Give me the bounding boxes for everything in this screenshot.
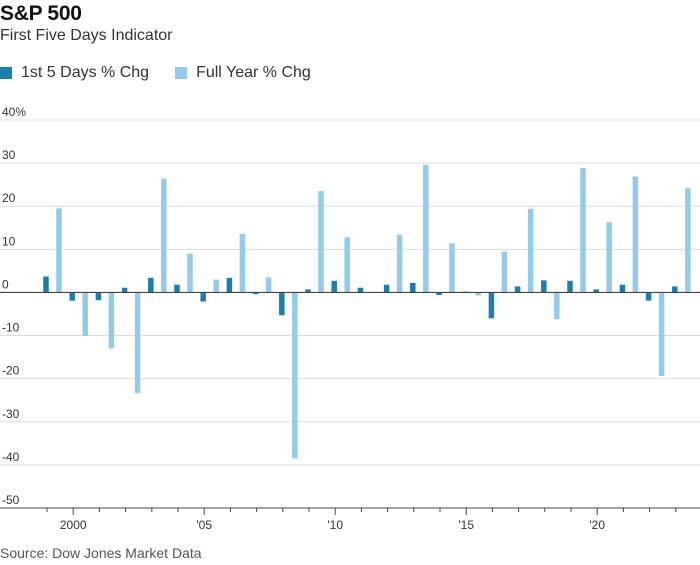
bar-first5 xyxy=(252,292,259,295)
bar-full-year xyxy=(606,222,612,293)
y-tick-label: -40 xyxy=(2,450,20,464)
y-tick-label: -20 xyxy=(2,364,20,378)
legend-label-full-year: Full Year % Chg xyxy=(196,64,311,81)
bar-full-year xyxy=(56,208,62,293)
bar-full-year xyxy=(134,292,141,394)
bar-first5 xyxy=(436,292,442,296)
bar-full-year xyxy=(292,292,298,459)
bar-first5 xyxy=(645,292,652,301)
y-tick-label: -30 xyxy=(2,407,20,421)
bar-first5 xyxy=(357,287,364,293)
bar-first5 xyxy=(593,289,599,293)
bar-full-year xyxy=(554,292,560,320)
bar-first5 xyxy=(619,284,626,293)
bar-full-year xyxy=(344,237,350,293)
y-tick-label: -50 xyxy=(2,493,20,507)
x-tick-label: '20 xyxy=(589,518,605,532)
bar-full-year xyxy=(239,233,246,293)
x-tick-label: '15 xyxy=(458,518,474,532)
bar-full-year xyxy=(108,292,115,349)
bar-full-year xyxy=(318,191,324,293)
bar-first5 xyxy=(567,280,573,293)
bar-first5 xyxy=(69,292,75,301)
bar-full-year xyxy=(423,164,429,293)
bar-first5 xyxy=(95,292,102,301)
bar-full-year xyxy=(580,167,586,293)
bar-full-year xyxy=(213,279,219,293)
bar-first5 xyxy=(410,282,416,293)
bar-full-year xyxy=(501,251,508,293)
bar-first5 xyxy=(43,276,49,293)
bar-full-year xyxy=(658,292,665,377)
legend-item-full-year: Full Year % Chg xyxy=(175,64,311,82)
legend-swatch-full-year xyxy=(175,67,188,79)
bar-first5 xyxy=(226,277,233,293)
chart-subtitle: First Five Days Indicator xyxy=(0,27,173,44)
bar-first5 xyxy=(305,289,311,293)
bar-full-year xyxy=(265,277,272,293)
legend-label-first5: 1st 5 Days % Chg xyxy=(21,64,150,81)
bar-full-year xyxy=(527,208,534,293)
bar-full-year xyxy=(685,188,691,293)
y-tick-label: -10 xyxy=(2,321,20,335)
bar-first5 xyxy=(672,286,678,293)
bar-first5 xyxy=(514,286,521,293)
bar-first5 xyxy=(279,292,285,316)
source-note: Source: Dow Jones Market Data xyxy=(0,545,202,561)
y-tick-label: 20 xyxy=(2,191,16,205)
bar-full-year xyxy=(187,253,193,293)
y-tick-label: 40% xyxy=(2,105,26,119)
x-tick-label: 2000 xyxy=(60,518,87,532)
bar-full-year xyxy=(82,292,88,336)
bar-first5 xyxy=(488,292,495,319)
y-tick-label: 30 xyxy=(2,148,16,162)
bar-first5 xyxy=(174,284,180,293)
x-tick-label: '10 xyxy=(327,518,343,532)
bar-first5 xyxy=(541,280,547,293)
chart-title: S&P 500 xyxy=(0,2,82,25)
bar-first5 xyxy=(383,284,390,293)
bar-full-year xyxy=(632,176,639,293)
x-tick-label: '05 xyxy=(196,518,212,532)
legend-item-first5: 1st 5 Days % Chg xyxy=(0,64,149,82)
bar-full-year xyxy=(396,234,403,293)
legend-swatch-first5 xyxy=(0,67,12,79)
bar-first5 xyxy=(121,287,128,293)
bar-first5 xyxy=(148,277,154,293)
bar-full-year xyxy=(161,178,167,293)
bar-full-year xyxy=(449,243,455,293)
bar-first5 xyxy=(200,292,206,302)
y-tick-label: 10 xyxy=(2,234,16,248)
bar-full-year xyxy=(475,292,481,296)
legend: 1st 5 Days % Chg Full Year % Chg xyxy=(0,64,337,82)
bar-first5 xyxy=(331,280,337,293)
y-tick-label: 0 xyxy=(2,277,9,291)
